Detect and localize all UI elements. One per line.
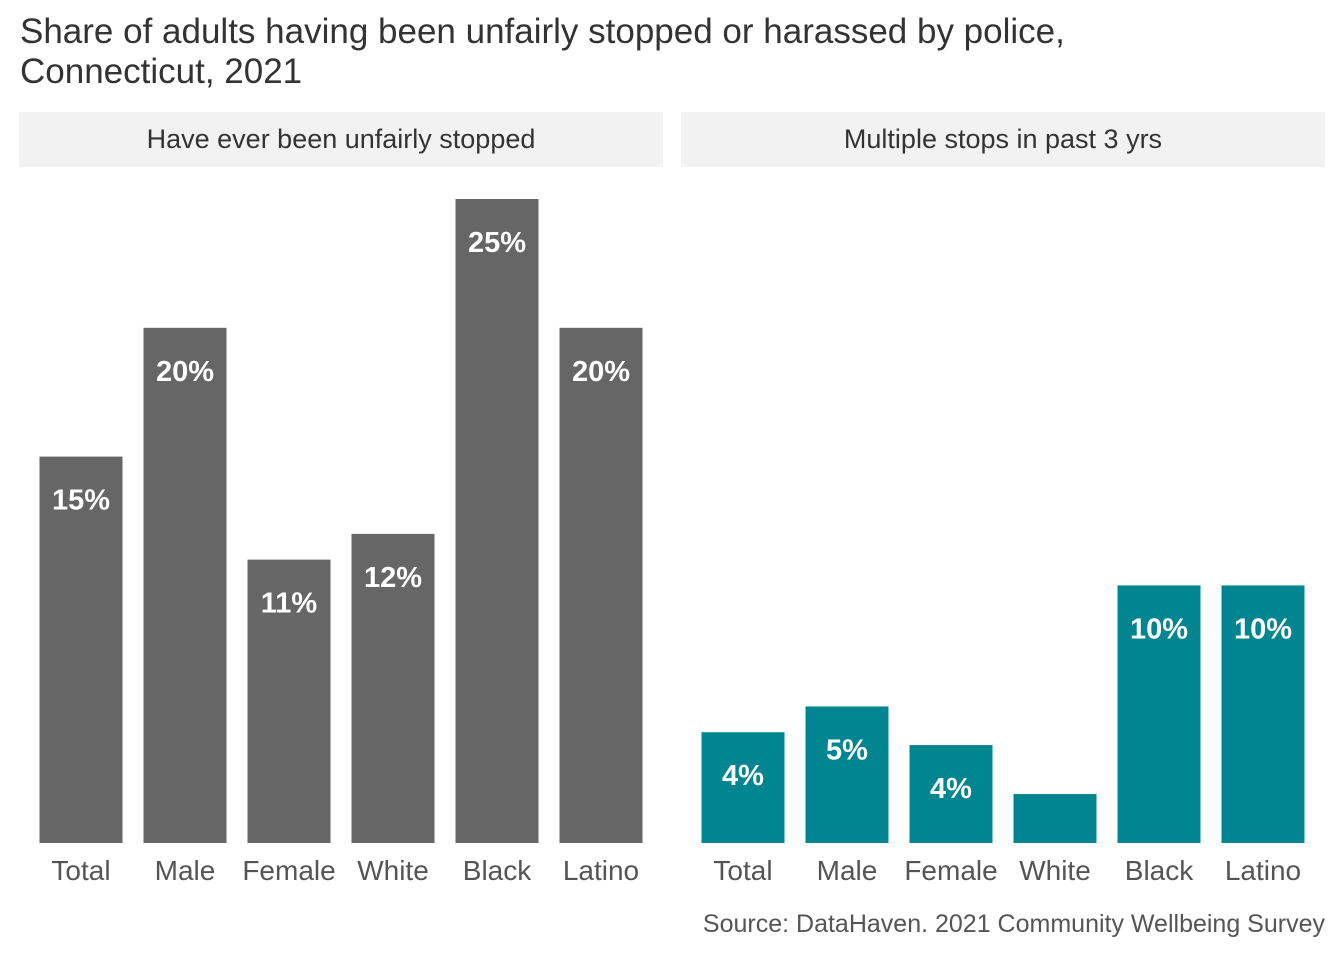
- panel-1-bar-5: [559, 327, 643, 843]
- panel-2-bar-5: [1221, 585, 1305, 843]
- panel-1-x-tick-label-2: Female: [242, 855, 335, 886]
- panel-1-data-label-3: 12%: [364, 562, 422, 594]
- panel-2-x-tick-label-3: White: [1019, 855, 1091, 886]
- panel-1-x-tick-label-0: Total: [51, 855, 110, 886]
- panel-2-data-label-0: 4%: [722, 760, 764, 792]
- panel-2-x-tick-label-0: Total: [713, 855, 772, 886]
- panel-1-x-tick-label-3: White: [357, 855, 429, 886]
- chart-title-line-2: Connecticut, 2021: [20, 52, 303, 91]
- panel-1-bar-4: [455, 199, 539, 843]
- panel-1-bar-0: [39, 456, 123, 843]
- panel-2-data-label-1: 5%: [826, 734, 868, 766]
- panel-2-bar-4: [1117, 585, 1201, 843]
- chart-title-line-1: Share of adults having been unfairly sto…: [20, 12, 1065, 51]
- panel-2-bar-3: [1013, 794, 1097, 843]
- panel-1-strip-label: Have ever been unfairly stopped: [147, 124, 536, 154]
- chart-title: Share of adults having been unfairly sto…: [20, 12, 1320, 92]
- panel-2-strip: [681, 112, 1325, 167]
- panel-1-bar-1: [143, 327, 227, 843]
- panel-2-data-label-5: 10%: [1234, 613, 1292, 645]
- source-caption: Source: DataHaven. 2021 Community Wellbe…: [702, 910, 1325, 938]
- panel-1-strip: [19, 112, 663, 167]
- panel-2-data-label-2: 4%: [930, 773, 972, 805]
- panel-2-x-tick-label-2: Female: [904, 855, 997, 886]
- panel-1-data-label-4: 25%: [468, 227, 526, 259]
- panel-1-data-label-0: 15%: [52, 485, 110, 517]
- panel-1-x-tick-label-5: Latino: [563, 855, 639, 886]
- panel-2-x-tick-label-5: Latino: [1225, 855, 1301, 886]
- panel-1-bar-3: [351, 533, 435, 843]
- panel-1-data-label-1: 20%: [156, 356, 214, 388]
- panel-1-x-tick-label-1: Male: [155, 855, 216, 886]
- panel-2-bar-2: [909, 745, 993, 843]
- panel-2-bar-1: [805, 706, 889, 843]
- panel-2-x-tick-label-4: Black: [1125, 855, 1194, 886]
- panel-1-bar-2: [247, 559, 331, 843]
- panel-2-data-label-4: 10%: [1130, 613, 1188, 645]
- panel-1-data-label-2: 11%: [261, 588, 318, 620]
- panel-2-strip-label: Multiple stops in past 3 yrs: [844, 124, 1162, 154]
- panel-1-data-label-5: 20%: [572, 356, 630, 388]
- panel-2-bar-0: [701, 732, 785, 843]
- panel-2-x-tick-label-1: Male: [817, 855, 878, 886]
- panel-1-x-tick-label-4: Black: [463, 855, 532, 886]
